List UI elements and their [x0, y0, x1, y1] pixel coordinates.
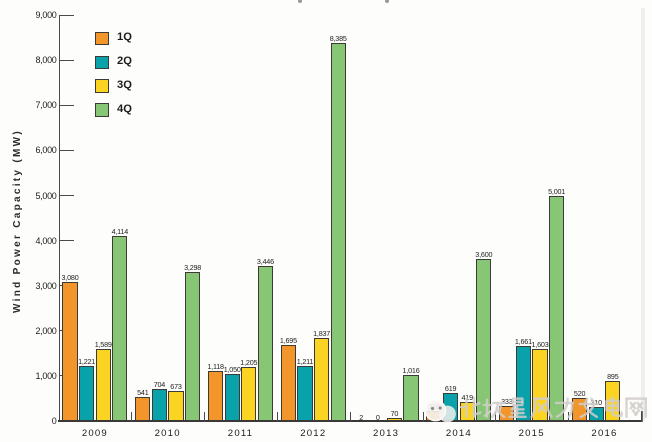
- svg-text:Wind Power Capacity (MW): Wind Power Capacity (MW): [12, 129, 23, 313]
